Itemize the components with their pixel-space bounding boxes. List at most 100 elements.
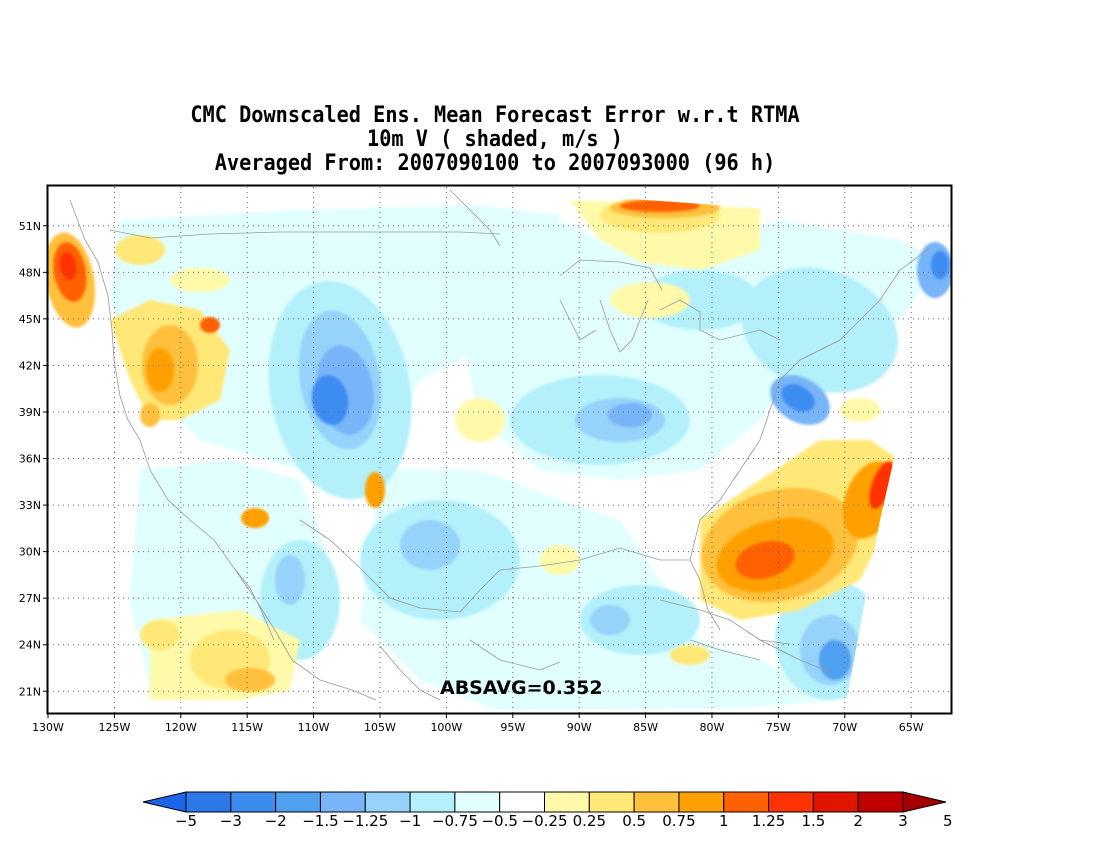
shade-region — [620, 200, 700, 212]
colorbar-label: −1.5 — [302, 812, 338, 830]
colorbar-label: 1.25 — [752, 812, 785, 830]
colorbar-swatch — [364, 791, 411, 813]
shade-region — [781, 384, 815, 412]
colorbar-swatch — [857, 791, 904, 813]
colorbar-swatch — [544, 791, 590, 813]
shade-region — [170, 268, 230, 292]
lat-label: 51N — [19, 220, 41, 233]
lon-label: 70W — [832, 721, 857, 734]
lat-label: 21N — [19, 685, 41, 698]
shade-region — [742, 267, 898, 393]
shade-region — [365, 472, 385, 508]
shade-region — [735, 540, 795, 580]
shade-region — [608, 403, 652, 427]
shade-region — [146, 348, 174, 392]
colorbar-swatch — [723, 791, 770, 813]
lat-label: 27N — [19, 592, 41, 605]
colorbar-label: −3 — [220, 812, 242, 830]
colorbar-swatch — [768, 791, 814, 813]
colorbar-label: −0.25 — [522, 812, 568, 830]
colorbar-label: 2 — [853, 812, 863, 830]
colorbar-label: −2 — [265, 812, 287, 830]
lat-label: 48N — [19, 266, 41, 279]
colorbar-swatch — [633, 791, 680, 813]
absavg-annotation: ABSAVG=0.352 — [440, 677, 603, 699]
colorbar-label: 0.75 — [662, 812, 695, 830]
shade-region — [610, 282, 690, 318]
shaded-field — [48, 197, 952, 712]
longitude-ticks: 130W 125W 120W 115W 110W 105W 100W 95W 90W 85W 80W… — [32, 713, 924, 734]
map-frame — [46, 184, 953, 715]
shade-region — [840, 398, 880, 422]
map-title-line-2: 10m V ( shaded, m/s ) — [367, 127, 623, 152]
shade-region — [400, 520, 460, 570]
colorbar-label: 1 — [719, 812, 729, 830]
lat-label: 24N — [19, 639, 41, 652]
shade-region — [200, 317, 220, 333]
colorbar-arrow-low — [142, 791, 187, 813]
lat-label: 39N — [19, 406, 41, 419]
lon-label: 80W — [700, 721, 725, 734]
colorbar-label: −1.25 — [342, 812, 388, 830]
colorbar: −5 −3 −2 −1.5 −1.25 −1 −0.75 −0.5 −0.25 0.25 0.5 0.… — [142, 791, 953, 830]
lat-label: 45N — [19, 313, 41, 326]
shade-region — [115, 235, 165, 265]
colorbar-label: 1.5 — [801, 812, 825, 830]
shade-region — [140, 620, 180, 650]
colorbar-swatch — [230, 791, 277, 813]
coastlines — [69, 189, 931, 701]
lon-label: 75W — [766, 721, 791, 734]
shade-region — [819, 640, 851, 680]
lon-label: 105W — [364, 721, 396, 734]
shade-region — [869, 461, 895, 509]
lon-label: 125W — [98, 721, 130, 734]
colorbar-label: −0.5 — [481, 812, 517, 830]
colorbar-label: 0.5 — [622, 812, 646, 830]
lon-label: 120W — [165, 721, 197, 734]
colorbar-label: 3 — [898, 812, 908, 830]
colorbar-label: −1 — [399, 812, 421, 830]
shade-region — [931, 251, 949, 279]
shade-region — [225, 668, 275, 692]
lon-label: 85W — [633, 721, 658, 734]
graticule-grid — [48, 187, 951, 713]
colorbar-swatch — [588, 791, 635, 813]
shade-region — [590, 605, 630, 635]
map-title-line-3: Averaged From: 2007090100 to 2007093000 … — [214, 151, 776, 176]
lon-label: 90W — [567, 721, 592, 734]
colorbar-label: −0.75 — [432, 812, 478, 830]
shade-region — [59, 252, 77, 280]
lat-label: 42N — [19, 359, 41, 372]
latitude-ticks: 51N 48N 45N 42N 39N 36N 33N 30N 27N 24N 21N — [19, 220, 48, 698]
colorbar-arrow-high — [902, 791, 947, 813]
shade-region — [311, 375, 349, 425]
colorbar-label: 5 — [943, 812, 953, 830]
colorbar-swatch — [454, 791, 501, 813]
lon-label: 130W — [32, 721, 64, 734]
lon-label: 95W — [500, 721, 525, 734]
lat-label: 33N — [19, 499, 41, 512]
colorbar-swatch — [499, 791, 545, 813]
colorbar-label: 0.25 — [573, 812, 606, 830]
shade-region — [540, 545, 580, 575]
colorbar-swatch — [185, 791, 232, 813]
lat-label: 36N — [19, 453, 41, 466]
lat-label: 30N — [19, 546, 41, 559]
lon-label: 115W — [231, 721, 263, 734]
shade-region — [140, 403, 160, 427]
lon-label: 110W — [298, 721, 330, 734]
shade-region — [241, 508, 269, 528]
shade-region — [275, 555, 305, 605]
colorbar-swatch — [678, 791, 725, 813]
map-title-line-1: CMC Downscaled Ens. Mean Forecast Error … — [190, 103, 800, 128]
colorbar-swatch — [409, 791, 456, 813]
shade-region — [670, 645, 710, 665]
colorbar-swatch — [319, 791, 366, 813]
colorbar-swatch — [275, 791, 321, 813]
colorbar-swatch — [812, 791, 859, 813]
lon-label: 65W — [899, 721, 924, 734]
shade-region — [455, 398, 505, 442]
lon-label: 100W — [430, 721, 462, 734]
colorbar-label: −5 — [175, 812, 197, 830]
